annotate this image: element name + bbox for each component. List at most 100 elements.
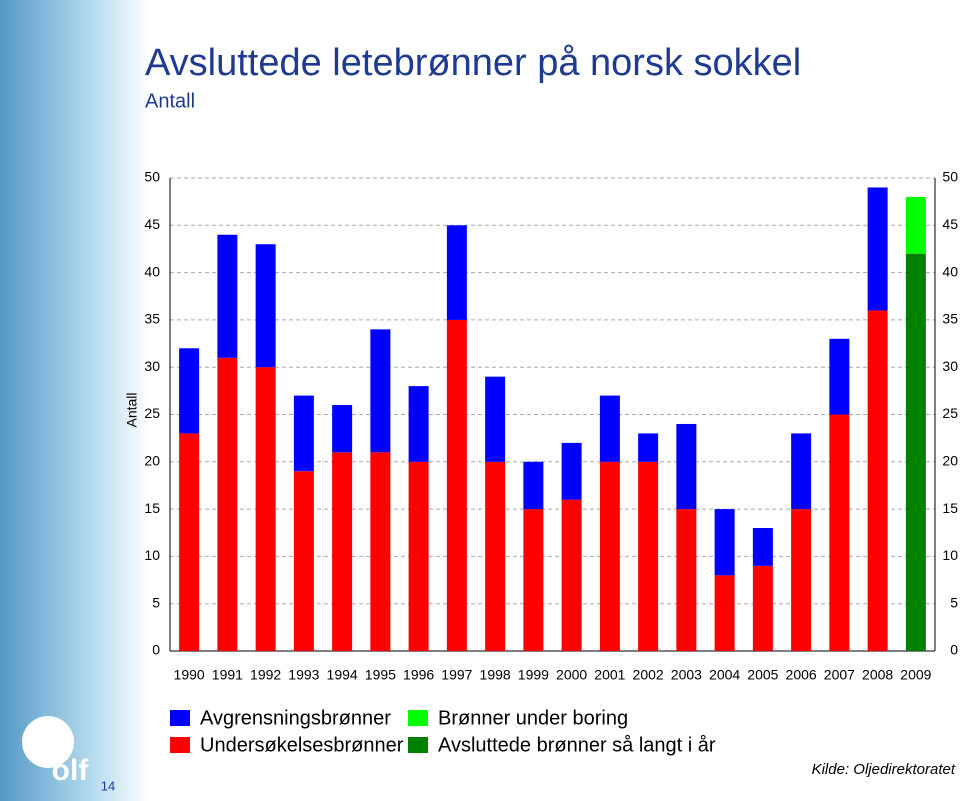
x-tick-label: 1995 [365,667,396,683]
y-tick-label: 50 [144,169,160,185]
logo-circle [22,716,74,768]
y2-tick-label: 15 [942,500,958,516]
legend-label: Avsluttede brønner så langt i år [438,734,716,756]
bar-segment [599,395,620,462]
y2-tick-label: 25 [942,405,958,421]
bar-segment [179,433,200,651]
x-tick-label: 1990 [174,667,205,683]
legend-label: Brønner under boring [438,707,628,729]
bar-segment [676,509,697,651]
bar-segment [408,461,429,651]
bar-segment [867,310,888,651]
y2-tick-label: 45 [942,216,958,232]
x-tick-label: 2002 [633,667,664,683]
bar-segment [638,433,659,462]
page-number: 14 [101,778,115,793]
bar-segment [293,395,314,472]
legend-swatch [408,737,428,753]
x-tick-label: 2001 [594,667,625,683]
legend-swatch [170,710,190,726]
x-tick-label: 2006 [786,667,817,683]
bar-segment [217,234,238,358]
y2-tick-label: 5 [950,594,958,610]
bar-segment [561,442,582,500]
y2-tick-label: 50 [942,169,958,185]
bar-segment [485,376,506,462]
y-axis-label: Antall [124,392,140,427]
x-tick-label: 2003 [671,667,702,683]
x-tick-label: 1999 [518,667,549,683]
bar-segment [370,329,391,453]
y-tick-label: 15 [144,500,160,516]
subtitle: Antall [145,90,195,112]
y2-tick-label: 35 [942,311,958,327]
sea-strip [0,0,150,801]
bar-segment [905,253,926,651]
bar-segment [408,386,429,462]
y-tick-label: 25 [144,405,160,421]
y-tick-label: 45 [144,216,160,232]
x-tick-label: 1996 [403,667,434,683]
y-tick-label: 20 [144,453,160,469]
legend-label: Avgrensningsbrønner [200,707,391,729]
y2-tick-label: 40 [942,263,958,279]
logo: olf [52,754,90,787]
bar-segment [332,452,353,651]
bar-segment [829,414,850,651]
bar-segment [370,452,391,651]
y-tick-label: 35 [144,311,160,327]
bar-segment [599,461,620,651]
x-tick-label: 1993 [288,667,319,683]
y2-tick-label: 20 [942,453,958,469]
y2-tick-label: 30 [942,358,958,374]
bar-segment [446,319,467,651]
x-tick-label: 1998 [480,667,511,683]
bar-segment [638,461,659,651]
y2-tick-label: 0 [950,642,958,658]
bar-segment [752,528,773,566]
x-tick-label: 2008 [862,667,893,683]
bar-segment [867,187,888,311]
bar-segment [523,461,544,510]
source: Kilde: Oljedirektoratet [812,761,956,778]
x-tick-label: 2009 [900,667,931,683]
x-tick-label: 1994 [327,667,358,683]
y-tick-label: 10 [144,547,160,563]
x-tick-label: 2007 [824,667,855,683]
bar-segment [332,405,353,453]
y-tick-label: 5 [152,594,160,610]
bar-segment [714,509,735,576]
bar-segment [255,367,276,651]
bar-segment [714,575,735,651]
bar-segment [179,348,200,434]
bar-segment [217,357,238,651]
legend-label: Undersøkelsesbrønner [200,734,404,756]
legend-swatch [170,737,190,753]
y-tick-label: 30 [144,358,160,374]
bar-segment [791,509,812,651]
bar-segment [523,509,544,651]
bar-segment [791,433,812,510]
legend-swatch [408,710,428,726]
bar-segment [446,225,467,320]
y-tick-label: 0 [152,642,160,658]
x-tick-label: 2000 [556,667,587,683]
x-tick-label: 2004 [709,667,740,683]
y-tick-label: 40 [144,263,160,279]
bar-segment [255,244,276,368]
y2-tick-label: 10 [942,547,958,563]
bar-segment [905,196,926,254]
bar-segment [676,423,697,510]
bar-segment [293,471,314,651]
x-tick-label: 2005 [747,667,778,683]
title: Avsluttede letebrønner på norsk sokkel [145,42,801,84]
bar-segment [561,499,582,651]
bar-segment [485,461,506,651]
x-tick-label: 1997 [441,667,472,683]
x-tick-label: 1992 [250,667,281,683]
bar-segment [829,338,850,415]
bar-segment [752,565,773,651]
x-tick-label: 1991 [212,667,243,683]
